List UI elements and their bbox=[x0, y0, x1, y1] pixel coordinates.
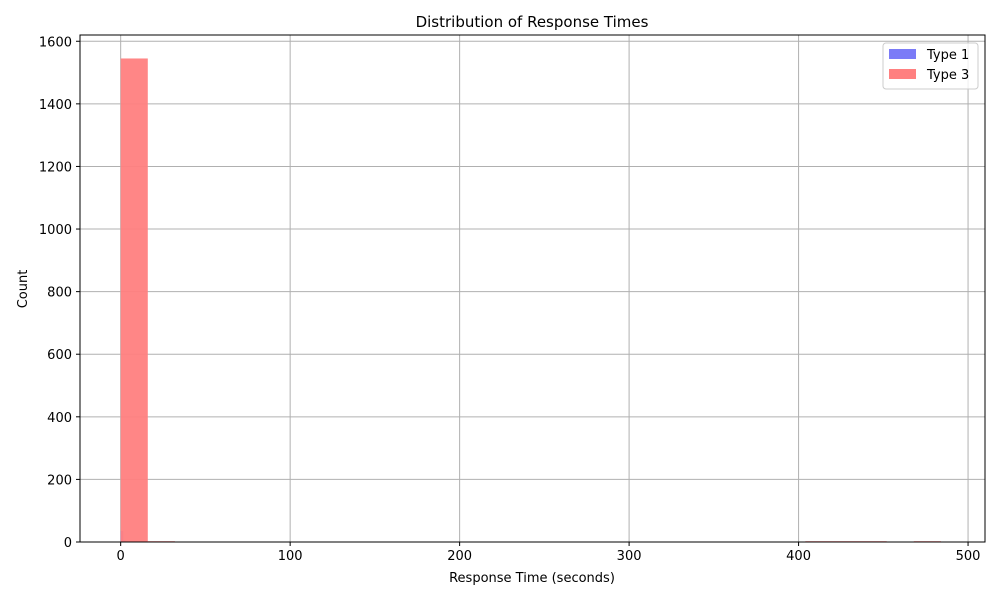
legend: Type 1 Type 3 bbox=[882, 42, 979, 90]
x-tick-label: 500 bbox=[956, 549, 981, 564]
x-tick-label: 200 bbox=[447, 549, 472, 564]
x-axis-label: Response Time (seconds) bbox=[449, 571, 615, 586]
x-tick-label: 300 bbox=[617, 549, 642, 564]
legend-swatch bbox=[889, 69, 916, 79]
chart-title: Distribution of Response Times bbox=[416, 13, 649, 31]
y-tick-label: 400 bbox=[47, 411, 72, 426]
bars bbox=[120, 58, 941, 542]
grid bbox=[80, 35, 985, 543]
y-tick-label: 1400 bbox=[39, 98, 72, 113]
legend-label: Type 1 bbox=[926, 48, 969, 63]
x-tick-label: 100 bbox=[278, 549, 303, 564]
x-tick-label: 400 bbox=[786, 549, 811, 564]
y-tick-label: 1000 bbox=[39, 223, 72, 238]
y-axis-ticks: 0 200 400 600 800 1000 1200 1400 1600 bbox=[39, 35, 80, 551]
x-axis-ticks: 0 100 200 300 400 500 bbox=[117, 542, 981, 564]
y-tick-label: 600 bbox=[47, 348, 72, 363]
legend-swatch bbox=[889, 49, 916, 59]
y-axis-label: Count bbox=[16, 270, 31, 309]
plot-frame bbox=[79, 34, 986, 543]
y-tick-label: 1600 bbox=[39, 35, 72, 50]
x-tick-label: 0 bbox=[117, 549, 125, 564]
y-tick-label: 800 bbox=[47, 286, 72, 301]
histogram-bar-type-3 bbox=[120, 58, 148, 542]
y-tick-label: 0 bbox=[64, 536, 72, 551]
y-tick-label: 200 bbox=[47, 473, 72, 488]
legend-label: Type 3 bbox=[926, 68, 969, 83]
y-tick-label: 1200 bbox=[39, 160, 72, 175]
